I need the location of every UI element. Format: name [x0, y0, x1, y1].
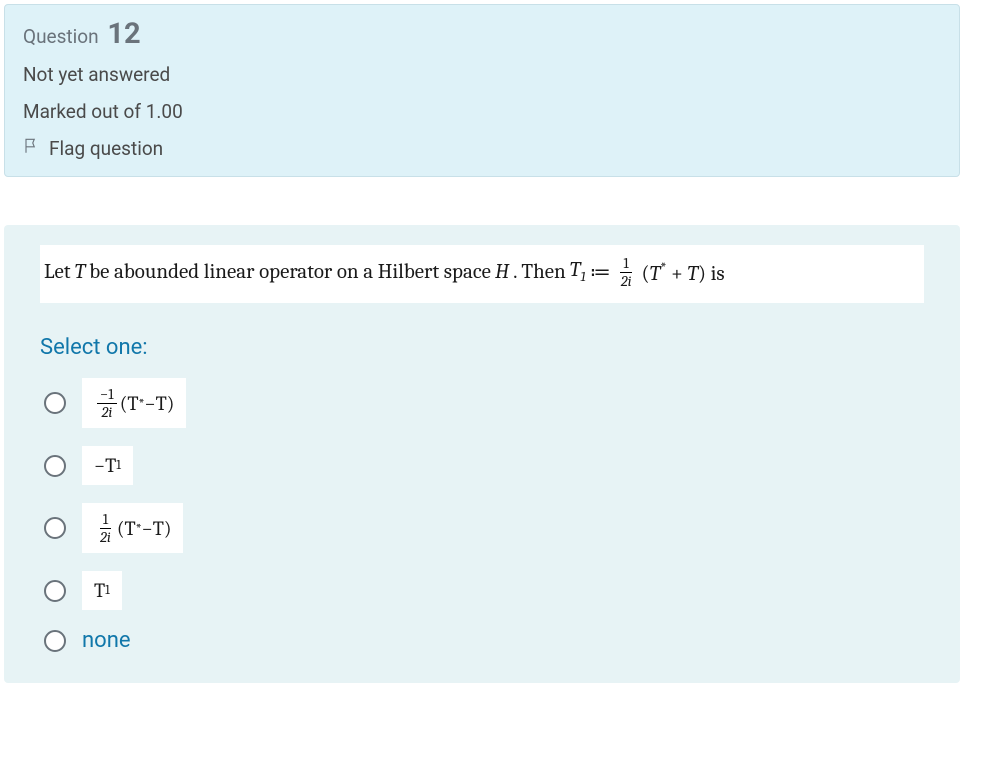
flag-question-link[interactable]: Flag question: [23, 137, 941, 160]
option-c-label[interactable]: 1 2i (T* − T): [82, 503, 183, 553]
radio-e[interactable]: [44, 630, 66, 652]
option-e-label[interactable]: none: [82, 628, 131, 653]
question-label: Question: [23, 25, 99, 48]
question-number: 12: [107, 17, 140, 51]
option-a-fraction: −1 2i: [97, 386, 117, 420]
flag-icon: [23, 137, 41, 160]
flag-label: Flag question: [49, 137, 163, 160]
question-body: Let T be abounded linear operator on a H…: [4, 225, 960, 683]
radio-a[interactable]: [44, 392, 66, 414]
stem-rhs: (T* + T) is: [642, 259, 725, 286]
radio-d[interactable]: [44, 580, 66, 602]
option-a-label[interactable]: −1 2i (T* − T): [82, 378, 186, 428]
options-list: −1 2i (T* − T) −T1 1 2i (T* − T): [40, 378, 924, 653]
radio-c[interactable]: [44, 517, 66, 539]
radio-b[interactable]: [44, 455, 66, 477]
stem-assign: ≔: [590, 260, 611, 285]
question-header: Question 12 Not yet answered Marked out …: [4, 4, 960, 177]
marked-text: Marked out of 1.00: [23, 100, 941, 123]
question-title: Question 12: [23, 17, 941, 51]
stem-text: Let: [44, 260, 71, 284]
status-text: Not yet answered: [23, 63, 941, 86]
option-e: none: [44, 628, 924, 653]
stem-fraction: 1 2i: [618, 255, 635, 289]
stem-text: be abounded linear operator on a Hilbert…: [89, 260, 491, 284]
stem-text: . Then: [513, 260, 566, 284]
option-d: T1: [44, 571, 924, 610]
option-c: 1 2i (T* − T): [44, 503, 924, 553]
option-c-fraction: 1 2i: [97, 511, 114, 545]
select-one-label: Select one:: [40, 335, 924, 360]
stem-var-H: H: [495, 260, 509, 284]
option-a: −1 2i (T* − T): [44, 378, 924, 428]
option-b: −T1: [44, 446, 924, 485]
question-stem: Let T be abounded linear operator on a H…: [40, 245, 924, 303]
option-b-label[interactable]: −T1: [82, 446, 133, 485]
option-d-label[interactable]: T1: [82, 571, 122, 610]
stem-var-T: T: [75, 260, 86, 284]
stem-T1: T1: [570, 258, 586, 285]
